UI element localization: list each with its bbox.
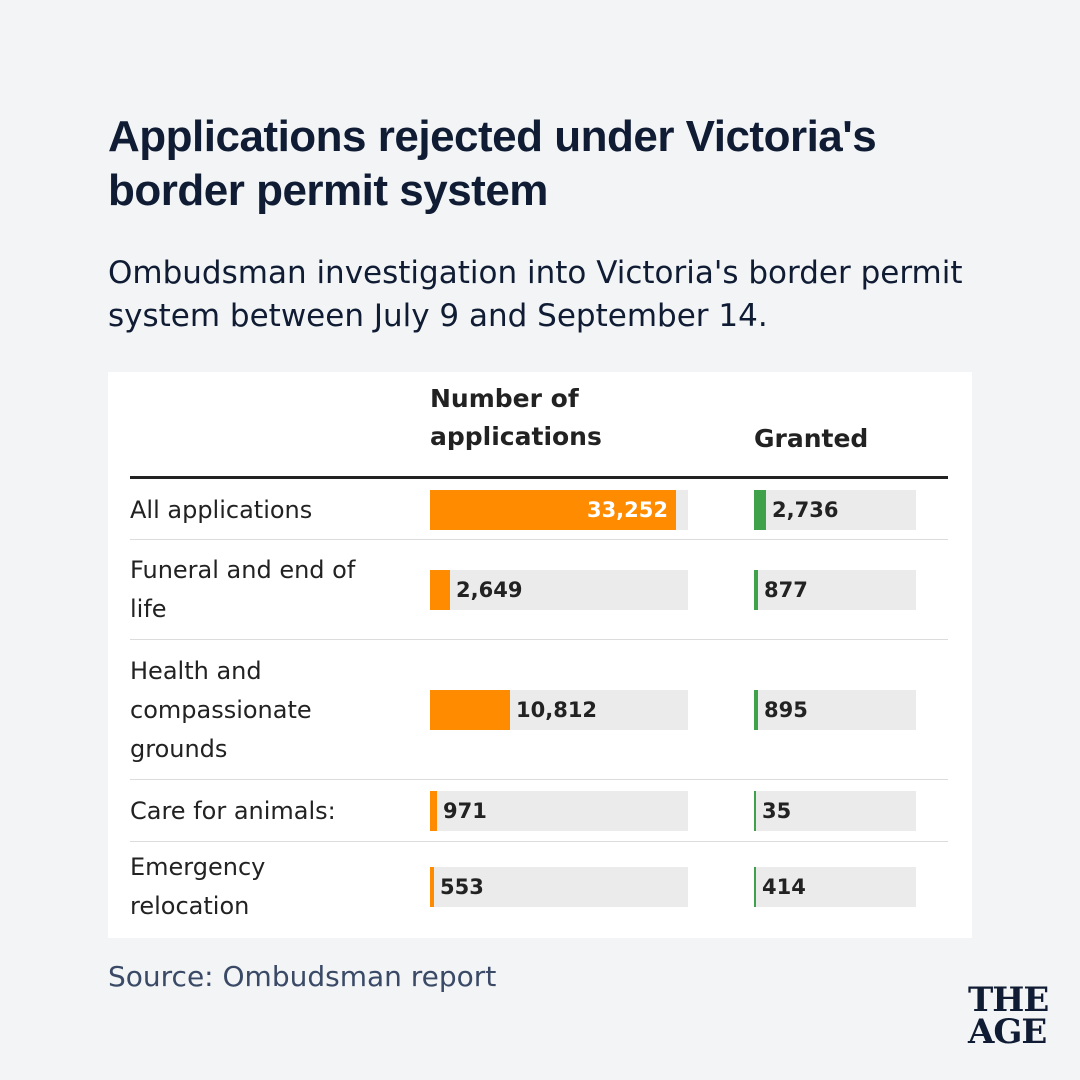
applications-bar-track: 2,649 [430, 570, 688, 610]
granted-bar [754, 791, 756, 831]
applications-bar [430, 867, 434, 907]
applications-bar [430, 570, 450, 610]
granted-bar-track: 877 [754, 570, 916, 610]
row-label: Health and compassionate grounds [130, 657, 312, 763]
applications-value: 2,649 [456, 578, 523, 602]
row-label: Funeral and end of life [130, 556, 356, 623]
column-header-applications: Number of applications [430, 384, 602, 451]
row-divider [130, 779, 948, 780]
row-label: Care for animals: [130, 797, 336, 825]
applications-value: 33,252 [586, 498, 668, 522]
granted-value: 414 [762, 875, 806, 899]
source-note: Source: Ombudsman report [108, 960, 497, 993]
applications-bar-track: 553 [430, 867, 688, 907]
granted-value: 2,736 [772, 498, 839, 522]
row-divider [130, 539, 948, 540]
applications-value: 971 [443, 799, 487, 823]
row-label: All applications [130, 496, 313, 524]
granted-bar [754, 867, 756, 907]
logo-line-2: AGE [968, 1012, 1047, 1052]
applications-value: 10,812 [516, 698, 598, 722]
applications-bar [430, 791, 437, 831]
granted-bar-track: 895 [754, 690, 916, 730]
applications-bar-track: 33,252 [430, 490, 688, 530]
granted-value: 895 [764, 698, 808, 722]
header-rule [130, 476, 948, 479]
granted-bar-track: 2,736 [754, 490, 916, 530]
column-header-granted: Granted [754, 424, 869, 453]
chart-subtitle: Ombudsman investigation into Victoria's … [108, 255, 963, 334]
row-label: Emergency relocation [130, 853, 266, 920]
logo-line-1: THE [968, 980, 1049, 1020]
row-divider [130, 639, 948, 640]
granted-value: 35 [762, 799, 792, 823]
granted-bar [754, 690, 758, 730]
chart-title: Applications rejected under Victoria's b… [108, 112, 877, 215]
data-table: Number of applications Granted All appli… [108, 372, 972, 938]
granted-bar [754, 490, 766, 530]
applications-bar-track: 971 [430, 791, 688, 831]
row-divider [130, 841, 948, 842]
table-row: All applications 33,252 2,736 [130, 480, 948, 540]
applications-value: 553 [440, 875, 484, 899]
applications-bar [430, 690, 510, 730]
table-row: Care for animals: 971 35 [130, 780, 948, 842]
the-age-logo: THE AGE [968, 980, 1064, 1052]
table-row: Emergency relocation 553 414 [130, 842, 948, 932]
table-row: Funeral and end of life 2,649 877 [130, 540, 948, 640]
table-row: Health and compassionate grounds 10,812 89… [130, 640, 948, 780]
applications-bar [430, 490, 676, 530]
granted-bar [754, 570, 758, 610]
granted-value: 877 [764, 578, 808, 602]
applications-bar-track: 10,812 [430, 690, 688, 730]
granted-bar-track: 35 [754, 791, 916, 831]
granted-bar-track: 414 [754, 867, 916, 907]
